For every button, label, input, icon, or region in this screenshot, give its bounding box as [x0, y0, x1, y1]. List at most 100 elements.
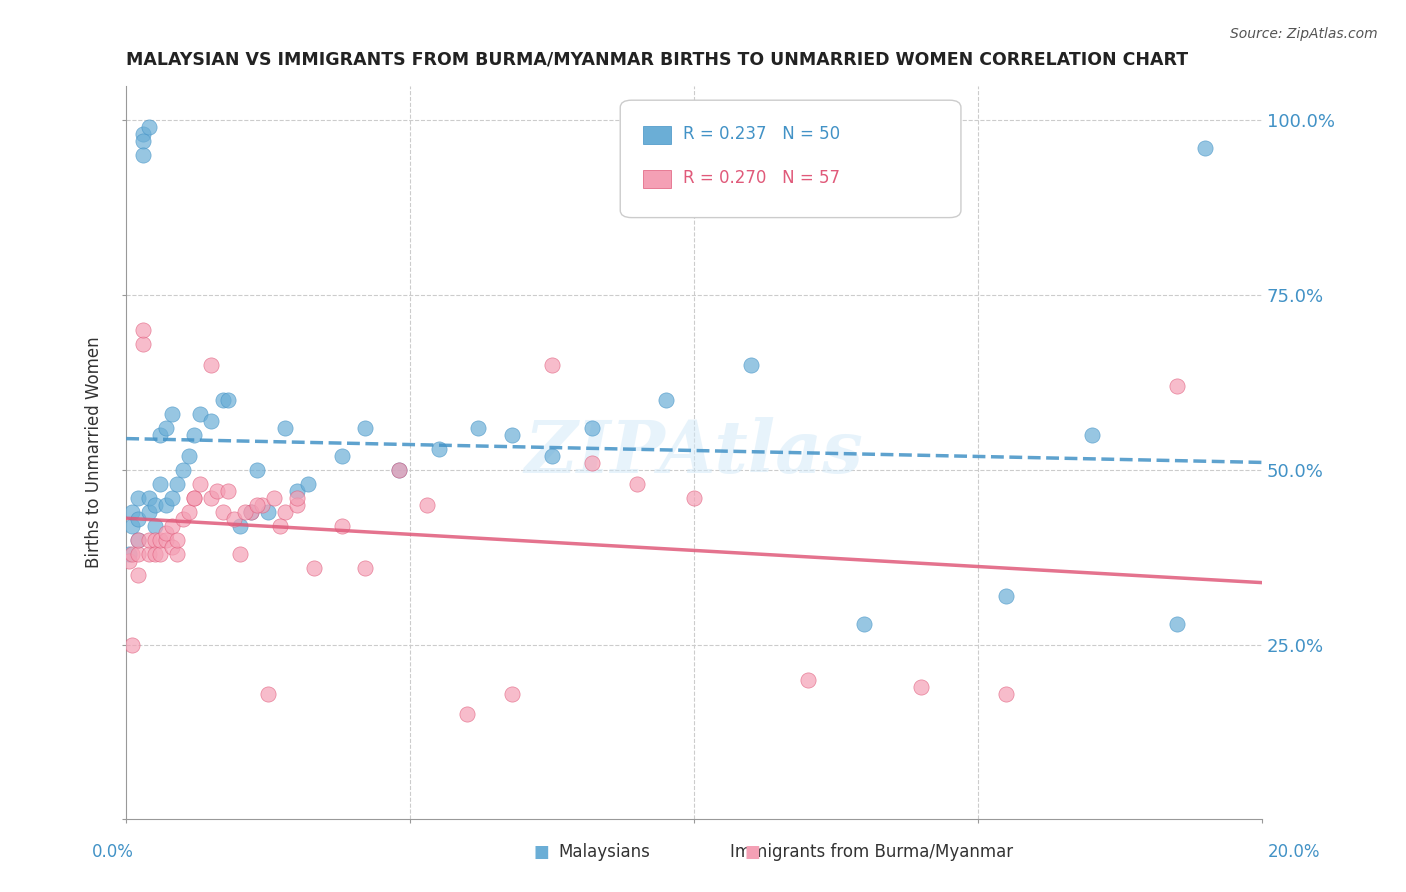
Immigrants from Burma/Myanmar	[257, 686, 280, 700]
Malaysians	[740, 358, 762, 372]
Immigrants from Burma/Myanmar	[160, 540, 183, 554]
Immigrants from Burma/Myanmar	[172, 512, 194, 526]
Text: 0.0%: 0.0%	[91, 843, 134, 861]
Immigrants from Burma/Myanmar	[330, 518, 353, 533]
Immigrants from Burma/Myanmar	[200, 491, 222, 505]
Immigrants from Burma/Myanmar	[127, 547, 149, 561]
Text: ■: ■	[533, 843, 550, 861]
Immigrants from Burma/Myanmar	[217, 483, 239, 498]
Immigrants from Burma/Myanmar	[211, 505, 233, 519]
Malaysians	[155, 498, 177, 512]
Text: R = 0.270   N = 57: R = 0.270 N = 57	[683, 169, 839, 187]
Malaysians	[1080, 428, 1102, 442]
Immigrants from Burma/Myanmar	[127, 567, 149, 582]
Malaysians	[353, 421, 375, 435]
Malaysians	[200, 414, 222, 428]
Immigrants from Burma/Myanmar	[149, 533, 172, 547]
Malaysians	[138, 491, 160, 505]
Malaysians	[217, 392, 239, 407]
Malaysians	[274, 421, 297, 435]
Immigrants from Burma/Myanmar	[121, 547, 143, 561]
Malaysians	[427, 442, 450, 456]
Immigrants from Burma/Myanmar	[416, 498, 439, 512]
Malaysians	[229, 518, 252, 533]
Text: R = 0.237   N = 50: R = 0.237 N = 50	[683, 125, 839, 143]
Immigrants from Burma/Myanmar	[388, 463, 411, 477]
Malaysians	[121, 505, 143, 519]
Malaysians	[143, 498, 166, 512]
Malaysians	[172, 463, 194, 477]
Malaysians	[330, 449, 353, 463]
Immigrants from Burma/Myanmar	[143, 533, 166, 547]
Immigrants from Burma/Myanmar	[240, 505, 263, 519]
Immigrants from Burma/Myanmar	[118, 554, 141, 568]
Malaysians	[240, 505, 263, 519]
Immigrants from Burma/Myanmar	[263, 491, 285, 505]
Immigrants from Burma/Myanmar	[285, 491, 308, 505]
Immigrants from Burma/Myanmar	[127, 533, 149, 547]
Malaysians	[995, 589, 1018, 603]
Malaysians	[143, 518, 166, 533]
Immigrants from Burma/Myanmar	[302, 560, 325, 574]
Malaysians	[149, 476, 172, 491]
Malaysians	[138, 505, 160, 519]
Malaysians	[257, 505, 280, 519]
Text: Source: ZipAtlas.com: Source: ZipAtlas.com	[1230, 27, 1378, 41]
Malaysians	[183, 428, 205, 442]
Malaysians	[246, 463, 269, 477]
Malaysians	[127, 533, 149, 547]
Malaysians	[188, 407, 211, 421]
Y-axis label: Births to Unmarried Women: Births to Unmarried Women	[86, 336, 103, 568]
Immigrants from Burma/Myanmar	[224, 512, 246, 526]
Malaysians	[285, 483, 308, 498]
Text: Immigrants from Burma/Myanmar: Immigrants from Burma/Myanmar	[730, 843, 1014, 861]
Malaysians	[654, 392, 676, 407]
Immigrants from Burma/Myanmar	[995, 686, 1018, 700]
Immigrants from Burma/Myanmar	[155, 533, 177, 547]
Immigrants from Burma/Myanmar	[1166, 379, 1188, 393]
Malaysians	[541, 449, 564, 463]
Immigrants from Burma/Myanmar	[285, 498, 308, 512]
Immigrants from Burma/Myanmar	[149, 547, 172, 561]
Immigrants from Burma/Myanmar	[269, 518, 291, 533]
Immigrants from Burma/Myanmar	[188, 476, 211, 491]
Immigrants from Burma/Myanmar	[143, 547, 166, 561]
Malaysians	[160, 407, 183, 421]
Malaysians	[127, 512, 149, 526]
Text: MALAYSIAN VS IMMIGRANTS FROM BURMA/MYANMAR BIRTHS TO UNMARRIED WOMEN CORRELATION: MALAYSIAN VS IMMIGRANTS FROM BURMA/MYANM…	[127, 51, 1188, 69]
Malaysians	[501, 428, 523, 442]
Immigrants from Burma/Myanmar	[183, 491, 205, 505]
Immigrants from Burma/Myanmar	[132, 323, 155, 337]
Immigrants from Burma/Myanmar	[166, 533, 188, 547]
Immigrants from Burma/Myanmar	[252, 498, 274, 512]
Immigrants from Burma/Myanmar	[683, 491, 706, 505]
Immigrants from Burma/Myanmar	[626, 476, 648, 491]
Immigrants from Burma/Myanmar	[155, 525, 177, 540]
Immigrants from Burma/Myanmar	[235, 505, 257, 519]
Malaysians	[121, 518, 143, 533]
Immigrants from Burma/Myanmar	[177, 505, 200, 519]
Malaysians	[138, 120, 160, 135]
Text: 20.0%: 20.0%	[1267, 843, 1320, 861]
Malaysians	[467, 421, 489, 435]
Immigrants from Burma/Myanmar	[353, 560, 375, 574]
Malaysians	[853, 616, 876, 631]
Immigrants from Burma/Myanmar	[910, 680, 932, 694]
Malaysians	[1166, 616, 1188, 631]
Malaysians	[149, 428, 172, 442]
Malaysians	[1194, 141, 1216, 155]
Malaysians	[127, 491, 149, 505]
Malaysians	[177, 449, 200, 463]
Immigrants from Burma/Myanmar	[183, 491, 205, 505]
Immigrants from Burma/Myanmar	[121, 638, 143, 652]
Malaysians	[581, 421, 603, 435]
Immigrants from Burma/Myanmar	[205, 483, 228, 498]
Immigrants from Burma/Myanmar	[138, 547, 160, 561]
Malaysians	[166, 476, 188, 491]
Immigrants from Burma/Myanmar	[541, 358, 564, 372]
Bar	[643, 169, 671, 188]
Bar	[643, 126, 671, 145]
Malaysians	[132, 128, 155, 142]
Immigrants from Burma/Myanmar	[501, 686, 523, 700]
FancyBboxPatch shape	[620, 100, 960, 218]
